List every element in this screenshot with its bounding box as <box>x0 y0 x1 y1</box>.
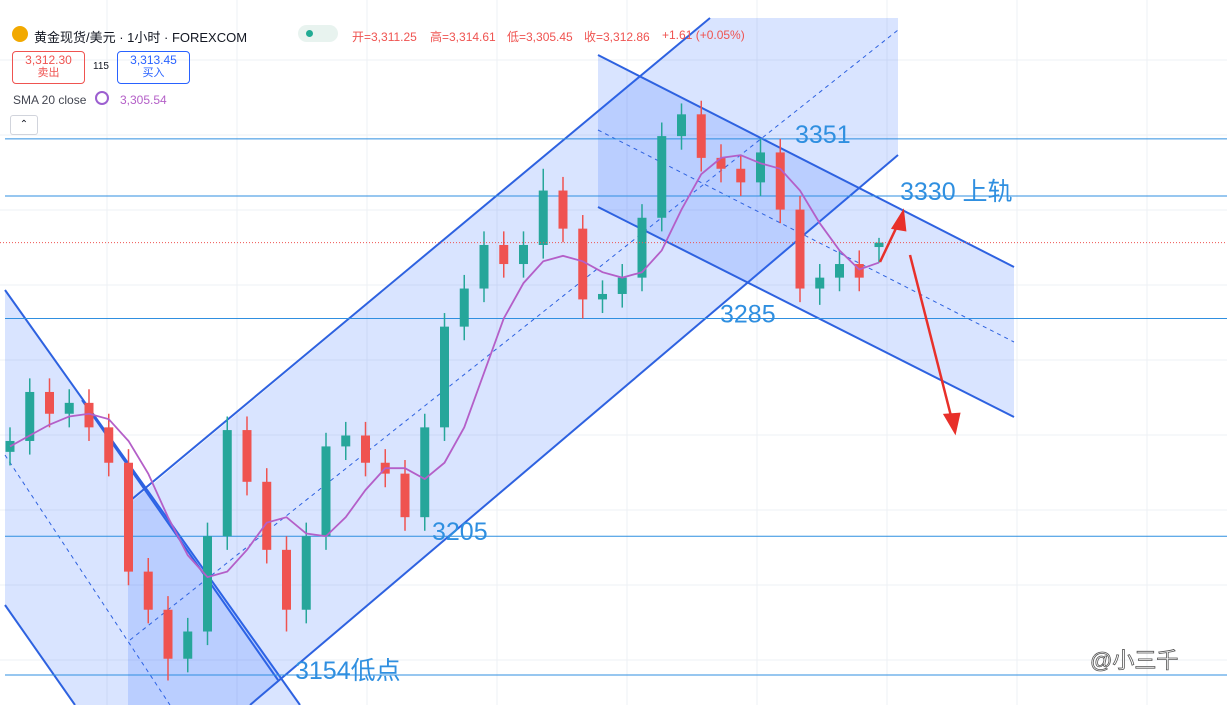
candle-body <box>203 536 212 632</box>
status-badge[interactable] <box>298 25 338 42</box>
buy-price: 3,313.45 <box>130 53 177 67</box>
candle-body <box>143 571 153 610</box>
candle-body <box>558 190 568 229</box>
candles <box>5 100 884 681</box>
level-label: 3351 <box>795 121 851 149</box>
candle-body <box>64 402 74 414</box>
candle-body <box>617 277 627 294</box>
ohlc-low: 低=3,305.45 <box>507 30 573 44</box>
ohlc-open: 开=3,311.25 <box>352 30 417 44</box>
candle-body <box>538 190 548 245</box>
candle-body <box>301 536 311 610</box>
candle-body <box>677 114 686 137</box>
candle-body <box>104 427 114 463</box>
ohlc-close: 收=3,312.86 <box>584 30 650 44</box>
candle-body <box>84 402 94 428</box>
candle-body <box>262 481 272 550</box>
level-label: 3154低点 <box>295 657 401 685</box>
candle-body <box>815 277 825 289</box>
candle-body <box>459 288 469 327</box>
indicator-name[interactable]: SMA 20 close <box>13 93 87 107</box>
level-label: 3205 <box>432 518 488 546</box>
candle-body <box>440 326 449 428</box>
candle-body <box>479 244 489 289</box>
candle-body <box>499 244 509 265</box>
status-dot <box>306 30 313 37</box>
candle-body <box>45 391 54 414</box>
candle-body <box>124 462 133 572</box>
candle-body <box>222 430 232 537</box>
arrows <box>878 208 961 436</box>
indicator-icon <box>95 91 109 105</box>
candle-body <box>282 549 291 610</box>
candle-body <box>854 264 864 278</box>
candle-body <box>341 435 351 447</box>
rising-channel <box>124 17 899 705</box>
sma-line <box>9 154 880 579</box>
sell-button[interactable]: 3,312.30 卖出 <box>12 51 85 84</box>
candle-body <box>183 631 193 659</box>
candle-body <box>163 609 173 659</box>
symbol: 黄金现货/美元 · 1小时 · FOREXCOM <box>34 30 248 45</box>
candle-body <box>578 228 588 300</box>
candle-body <box>657 136 667 218</box>
overlay <box>0 154 1227 579</box>
candle-body <box>400 473 410 518</box>
candle-body <box>361 435 370 463</box>
candle-body <box>598 293 607 300</box>
candle-body <box>696 114 706 158</box>
candle-body <box>321 446 331 537</box>
candle-body <box>716 157 726 169</box>
collapse-button[interactable]: ⌃ <box>10 115 38 135</box>
candle-body <box>736 168 746 183</box>
indicator-value: 3,305.54 <box>120 93 167 107</box>
candle-body <box>242 430 252 482</box>
sell-label: 卖出 <box>37 67 60 79</box>
sell-price: 3,312.30 <box>25 53 72 67</box>
buy-label: 买入 <box>142 67 165 79</box>
candle-body <box>25 391 35 441</box>
spread: 115 <box>93 61 109 72</box>
candle-body <box>835 264 844 278</box>
level-label: 3330 上轨 <box>900 178 1013 206</box>
levels: 3351 3330 上轨 3285 3205 3154低点 <box>5 121 1227 685</box>
candle-body <box>756 152 765 183</box>
buy-button[interactable]: 3,313.45 买入 <box>117 51 190 84</box>
candle-body <box>874 242 884 248</box>
left-channel <box>4 289 301 705</box>
ohlc-high: 高=3,314.61 <box>430 30 496 44</box>
candle-body <box>775 152 785 210</box>
watermark: @小三千 <box>1090 648 1178 673</box>
candle-body <box>637 217 647 278</box>
change: +1.61 (+0.05%) <box>662 28 745 42</box>
symbol-icon <box>12 26 28 42</box>
candle-body <box>420 427 430 518</box>
candle-body <box>519 244 528 265</box>
level-label: 3285 <box>720 300 776 328</box>
candle-body <box>795 209 805 289</box>
